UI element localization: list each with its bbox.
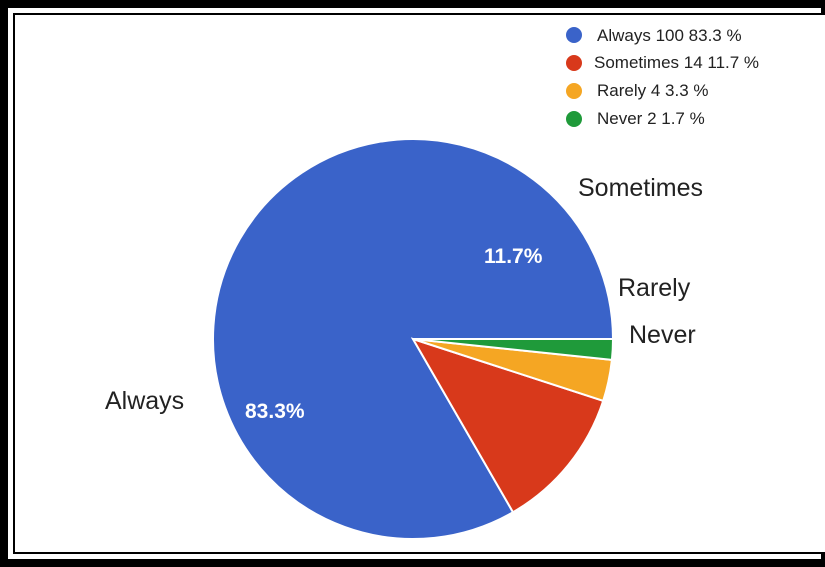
percent-labels: 83.3% 11.7% — [245, 245, 543, 423]
pie-slices — [212, 138, 615, 540]
legend: Always 100 83.3 % Sometimes 14 11.7 % Ra… — [566, 26, 759, 128]
legend-marker-never — [566, 111, 582, 127]
legend-text-rarely: Rarely 4 3.3 % — [597, 81, 709, 100]
pie-slice-never — [412, 338, 615, 362]
slice-label-always: Always — [105, 387, 184, 415]
legend-marker-always — [566, 27, 582, 43]
pie-slice-sometimes — [410, 337, 605, 514]
legend-text-never: Never 2 1.7 % — [597, 109, 705, 128]
legend-text-sometimes: Sometimes 14 11.7 % — [594, 53, 759, 72]
slice-label-rarely: Rarely — [618, 274, 691, 302]
percent-label-always: 83.3% — [245, 400, 305, 423]
legend-text-always: Always 100 83.3 % — [597, 26, 742, 45]
pie-slice-always — [212, 138, 615, 540]
legend-marker-rarely — [566, 83, 582, 99]
slice-label-sometimes: Sometimes — [578, 174, 703, 202]
slice-label-never: Never — [629, 321, 696, 349]
slice-labels: Always Sometimes Rarely Never — [105, 174, 703, 415]
percent-label-sometimes: 11.7% — [484, 245, 543, 268]
legend-marker-sometimes — [566, 55, 582, 71]
